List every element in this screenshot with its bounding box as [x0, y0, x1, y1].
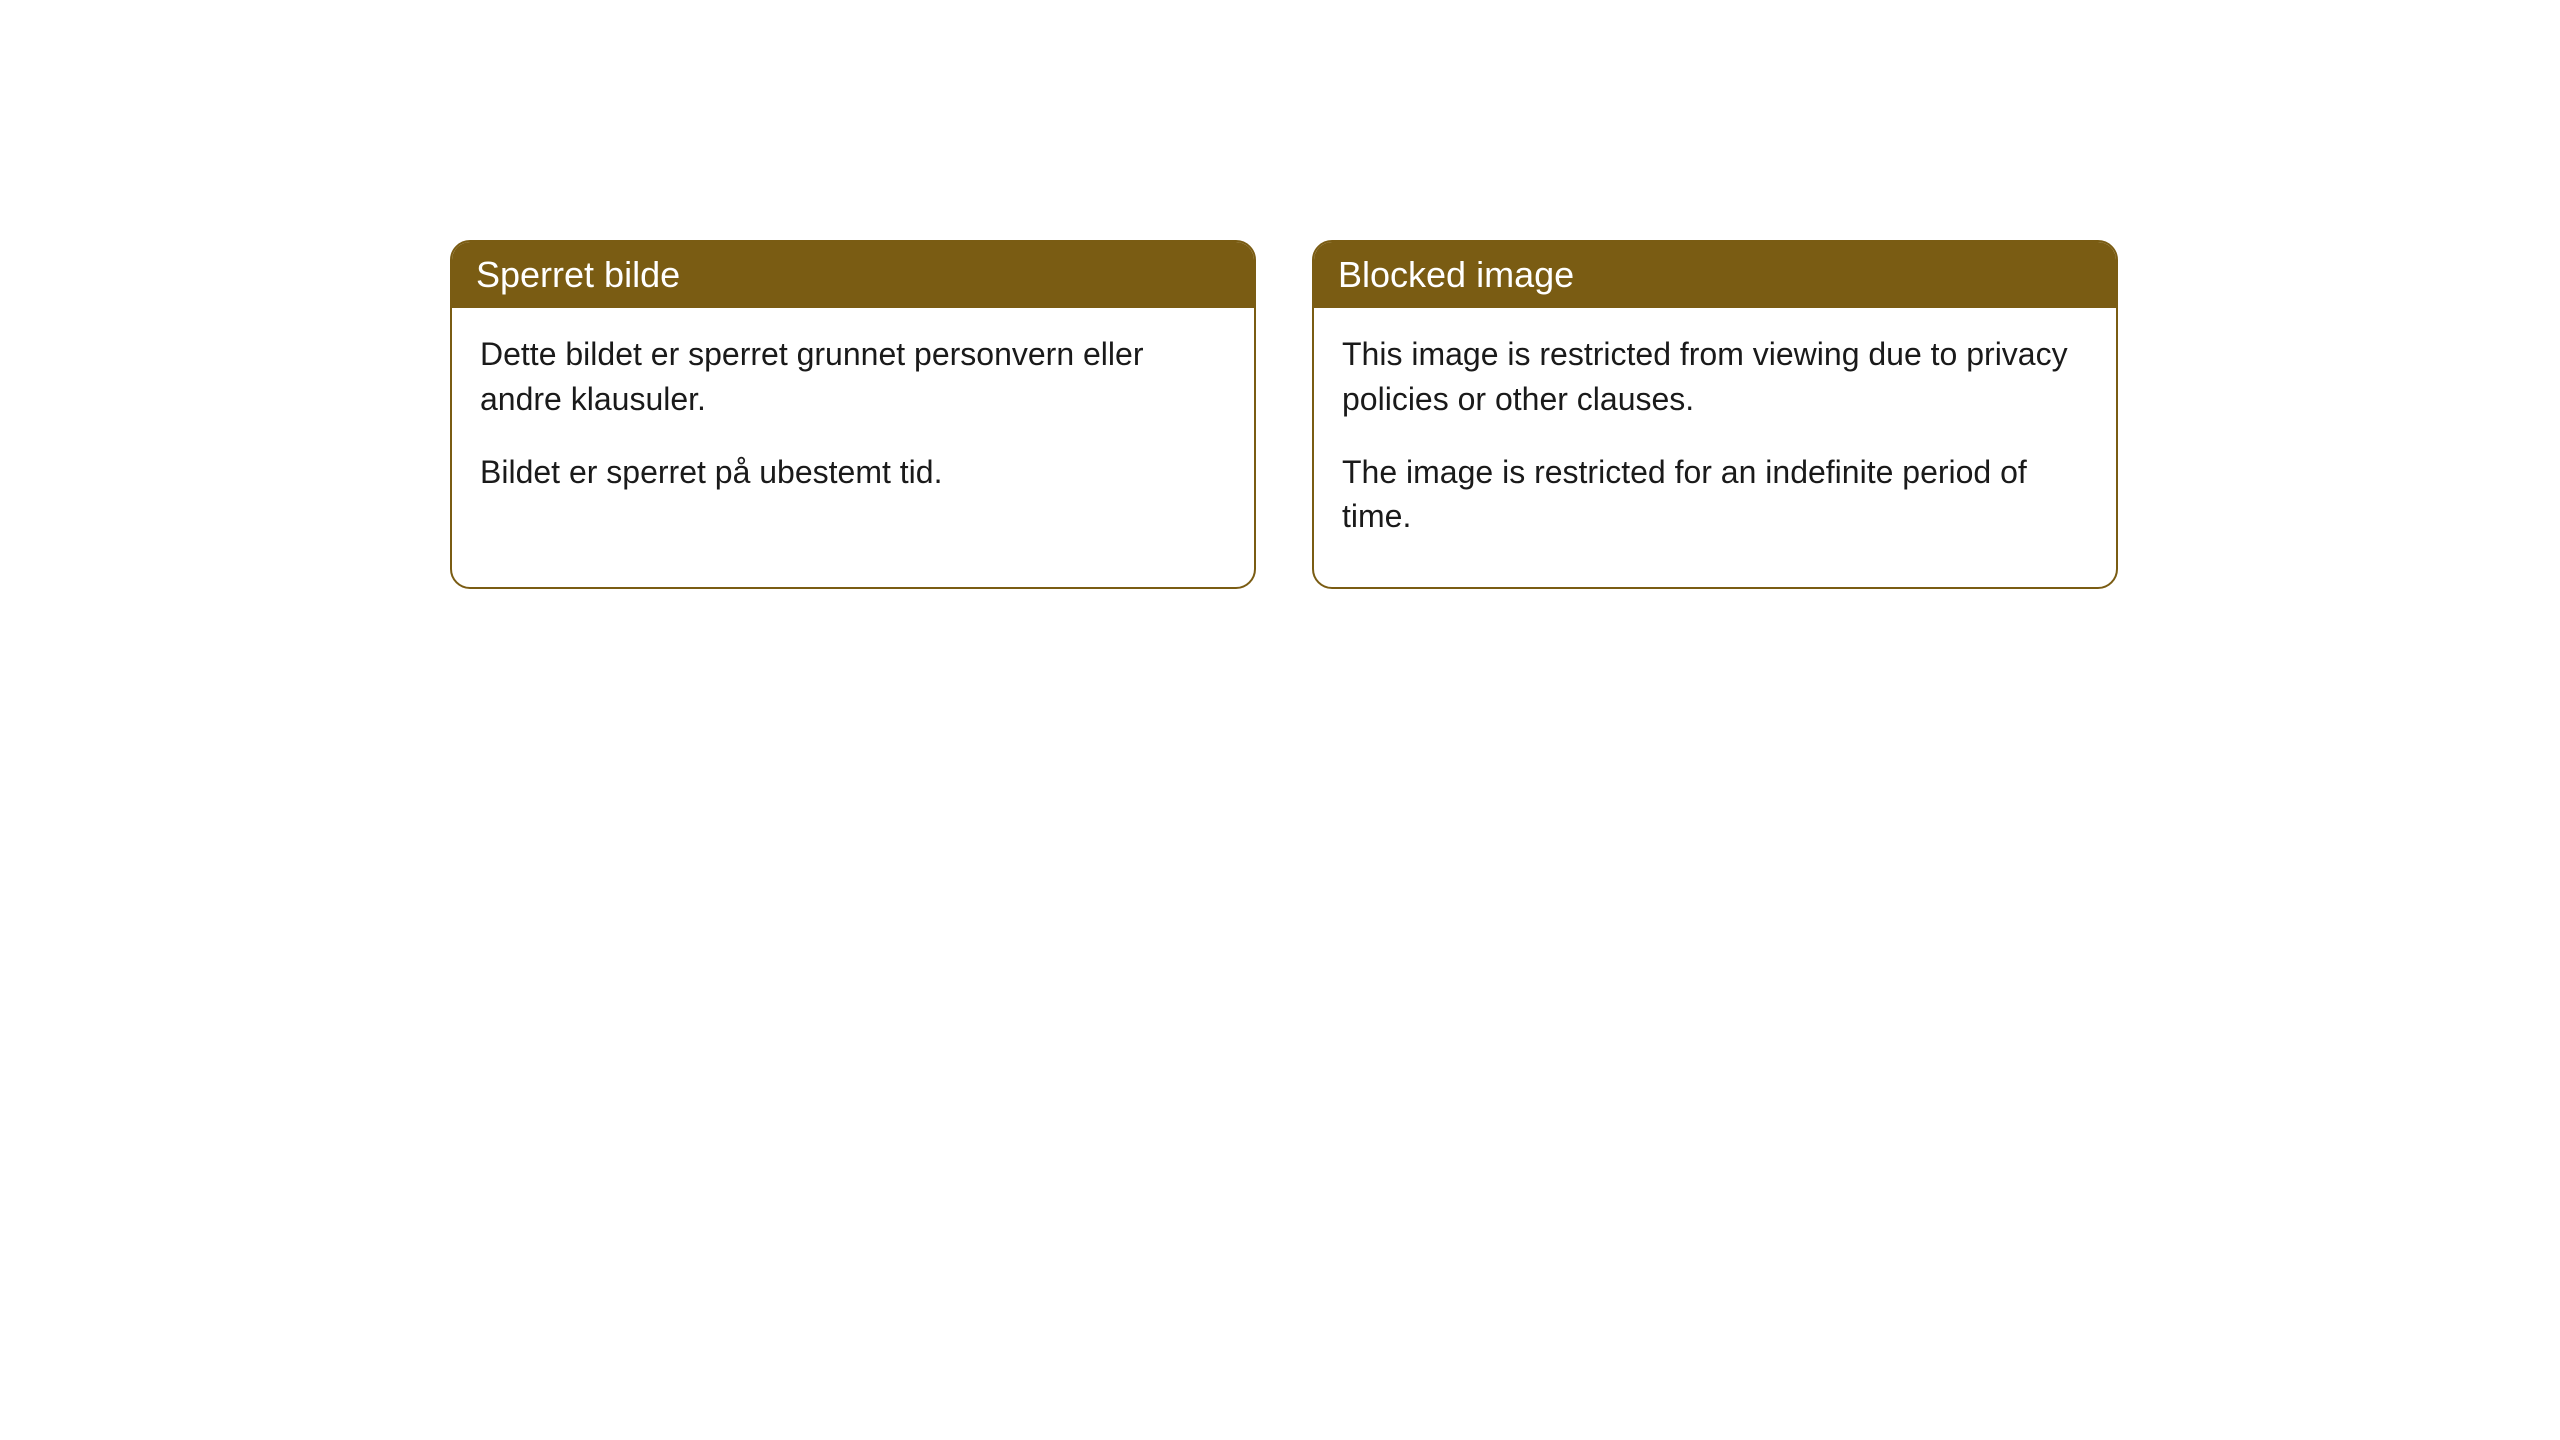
card-body-english: This image is restricted from viewing du… — [1314, 308, 2116, 587]
card-paragraph-2-norwegian: Bildet er sperret på ubestemt tid. — [480, 450, 1226, 495]
card-body-norwegian: Dette bildet er sperret grunnet personve… — [452, 308, 1254, 542]
card-paragraph-1-norwegian: Dette bildet er sperret grunnet personve… — [480, 332, 1226, 422]
card-paragraph-2-english: The image is restricted for an indefinit… — [1342, 450, 2088, 540]
card-title-norwegian: Sperret bilde — [476, 254, 680, 295]
notice-cards-container: Sperret bilde Dette bildet er sperret gr… — [450, 240, 2118, 589]
card-header-english: Blocked image — [1314, 242, 2116, 308]
card-title-english: Blocked image — [1338, 254, 1574, 295]
card-paragraph-1-english: This image is restricted from viewing du… — [1342, 332, 2088, 422]
card-header-norwegian: Sperret bilde — [452, 242, 1254, 308]
blocked-image-card-norwegian: Sperret bilde Dette bildet er sperret gr… — [450, 240, 1256, 589]
blocked-image-card-english: Blocked image This image is restricted f… — [1312, 240, 2118, 589]
